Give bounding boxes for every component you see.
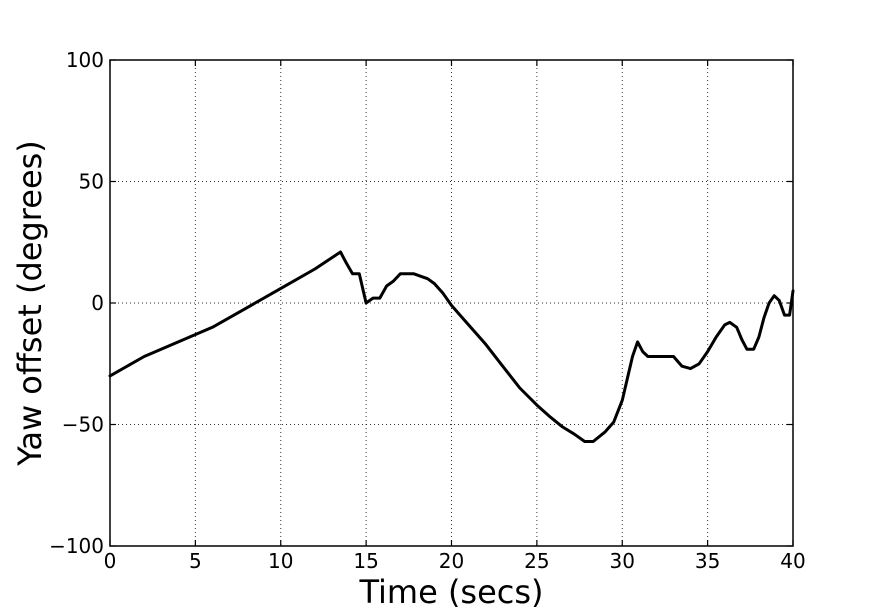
y-tick-label: −100 xyxy=(49,534,104,558)
x-tick-label: 20 xyxy=(439,549,464,573)
x-tick-label: 40 xyxy=(780,549,805,573)
series-line xyxy=(108,250,795,443)
axis-ticks xyxy=(109,59,794,547)
y-tick-labels: 100 50 0 −50 −100 xyxy=(49,48,104,558)
x-axis-label: Time (secs) xyxy=(358,573,543,608)
x-tick-label: 30 xyxy=(610,549,635,573)
x-tick-label: 10 xyxy=(268,549,293,573)
x-tick-label: 0 xyxy=(104,549,117,573)
y-tick-label: −50 xyxy=(62,413,104,437)
x-tick-labels: 0 5 10 15 20 25 30 35 40 xyxy=(104,549,806,573)
y-axis-label: Yaw offset (degrees) xyxy=(11,140,49,467)
y-tick-label: 50 xyxy=(79,170,104,194)
x-tick-label: 35 xyxy=(695,549,720,573)
x-tick-label: 25 xyxy=(524,549,549,573)
y-tick-label: 0 xyxy=(91,291,104,315)
x-tick-label: 5 xyxy=(189,549,202,573)
x-tick-label: 15 xyxy=(353,549,378,573)
y-tick-label: 100 xyxy=(66,48,104,72)
series-layer xyxy=(108,250,795,443)
